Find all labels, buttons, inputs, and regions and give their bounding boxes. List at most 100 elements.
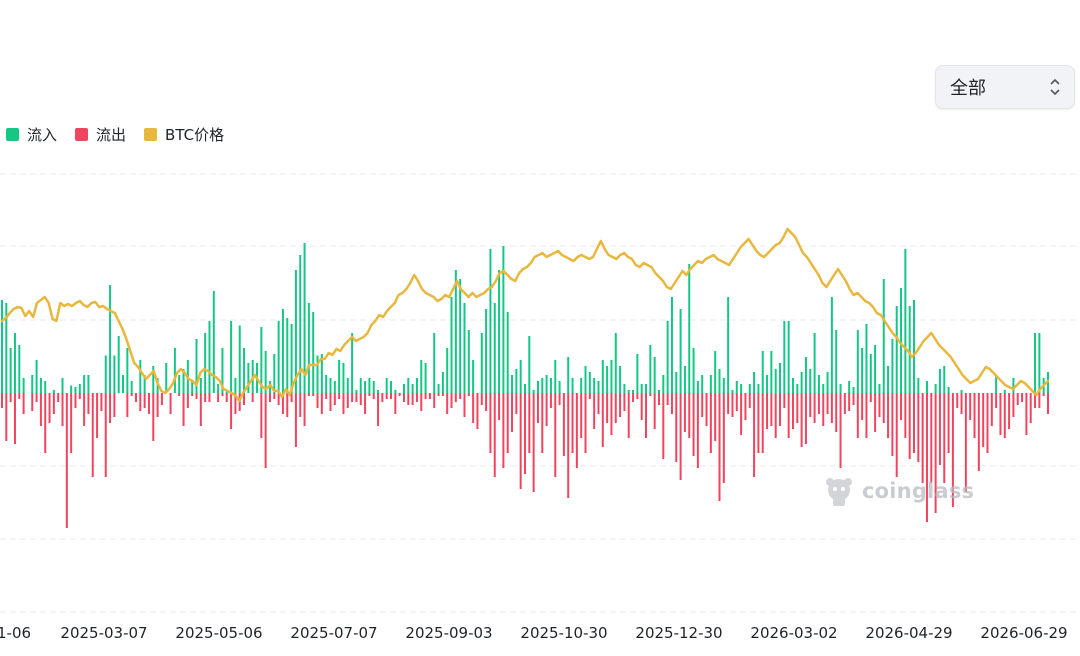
outflow-bar	[614, 393, 617, 423]
outflow-bar	[640, 393, 643, 420]
outflow-bar	[554, 393, 557, 477]
inflow-bar	[627, 390, 630, 393]
inflow-bar	[748, 384, 751, 393]
outflow-bar	[657, 393, 660, 405]
inflow-bar	[908, 306, 911, 393]
inflow-bar	[212, 291, 215, 393]
outflow-bar	[489, 393, 492, 453]
outflow-bar	[286, 393, 289, 417]
outflow-bar	[977, 393, 980, 471]
outflow-bar	[986, 393, 989, 453]
outflow-bar	[74, 393, 77, 408]
inflow-bar	[130, 381, 133, 393]
outflow-bar	[1034, 393, 1037, 408]
outflow-bar	[186, 393, 189, 408]
outflow-bar	[407, 393, 410, 405]
outflow-bar	[415, 393, 418, 402]
inflow-bar	[9, 348, 12, 393]
x-tick-label: 2025-05-06	[175, 624, 262, 642]
outflow-bar	[433, 393, 436, 408]
outflow-bar	[519, 393, 522, 489]
outflow-bar	[1008, 393, 1011, 429]
outflow-bar	[303, 393, 306, 426]
outflow-bar	[109, 393, 112, 423]
inflow-bar	[662, 375, 665, 393]
inflow-bar	[904, 249, 907, 393]
inflow-bar	[342, 363, 345, 393]
outflow-bar	[307, 393, 310, 396]
outflow-bar	[869, 393, 872, 402]
outflow-bar	[420, 393, 423, 411]
outflow-bar	[627, 393, 630, 438]
outflow-bar	[381, 393, 384, 402]
outflow-bar	[874, 393, 877, 432]
inflow-bar	[683, 366, 686, 393]
outflow-bar	[260, 393, 263, 438]
outflow-bar	[606, 393, 609, 423]
outflow-bar	[472, 393, 475, 423]
outflow-bars	[1, 393, 1049, 528]
outflow-bar	[208, 393, 211, 402]
outflow-bar	[18, 393, 21, 399]
outflow-bar	[515, 393, 518, 414]
inflow-bar	[813, 333, 816, 393]
inflow-bar	[459, 279, 462, 393]
inflow-bar	[900, 288, 903, 393]
outflow-bar	[126, 393, 129, 417]
outflow-bar	[567, 393, 570, 498]
inflow-bar	[861, 348, 864, 393]
outflow-bar	[524, 393, 526, 474]
range-select[interactable]: 全部	[935, 65, 1075, 109]
inflow-bar	[221, 348, 224, 393]
outflow-bar	[329, 393, 332, 411]
inflow-bar	[338, 360, 341, 393]
inflow-bar	[817, 375, 820, 393]
inflow-bar	[424, 363, 427, 393]
inflow-bar	[489, 249, 492, 393]
inflow-bar	[882, 279, 885, 393]
inflow-bar	[623, 384, 626, 393]
chevron-updown-icon	[1050, 77, 1060, 97]
inflow-bar	[320, 354, 323, 393]
inflow-bar	[679, 309, 682, 393]
outflow-bar	[714, 393, 717, 441]
outflow-bar	[312, 393, 315, 396]
outflow-bar	[13, 393, 16, 444]
outflow-bar	[359, 393, 362, 405]
inflow-bar	[5, 303, 8, 393]
outflow-bar	[943, 393, 946, 483]
outflow-bar	[476, 393, 479, 429]
outflow-bar	[52, 393, 55, 414]
inflow-bar	[947, 387, 950, 393]
inflow-bar	[204, 333, 207, 393]
x-axis-ticks: 1-06 2025-03-07 2025-05-06 2025-07-07 2025-0…	[0, 624, 1068, 642]
inflow-bar	[359, 378, 362, 393]
outflow-bar	[290, 393, 293, 402]
legend-item-outflow[interactable]: 流出	[75, 124, 126, 145]
outflow-bar	[549, 393, 552, 408]
inflow-bar	[238, 325, 241, 393]
outflow-bar	[982, 393, 985, 447]
outflow-bar	[467, 393, 470, 396]
legend-swatch-btc-price	[144, 127, 158, 141]
inflow-bar	[528, 336, 531, 393]
inflow-bar	[869, 354, 872, 393]
outflow-bar	[480, 393, 483, 405]
outflow-bar	[316, 393, 319, 408]
inflow-bar	[597, 381, 600, 393]
outflow-bar	[882, 393, 885, 423]
inflow-bar	[325, 375, 328, 393]
outflow-bar	[601, 393, 604, 447]
outflow-bar	[1021, 393, 1024, 402]
inflow-bar	[779, 363, 782, 393]
legend-item-inflow[interactable]: 流入	[6, 124, 57, 145]
outflow-bar	[774, 393, 777, 438]
legend-item-btc-price[interactable]: BTC价格	[144, 124, 224, 145]
outflow-bar	[428, 393, 431, 399]
outflow-bar	[670, 393, 673, 414]
inflow-bar	[351, 333, 354, 393]
outflow-bar	[364, 393, 367, 414]
outflow-bar	[273, 393, 276, 399]
inflow-bar	[714, 351, 717, 393]
inflow-bar	[1034, 333, 1037, 393]
